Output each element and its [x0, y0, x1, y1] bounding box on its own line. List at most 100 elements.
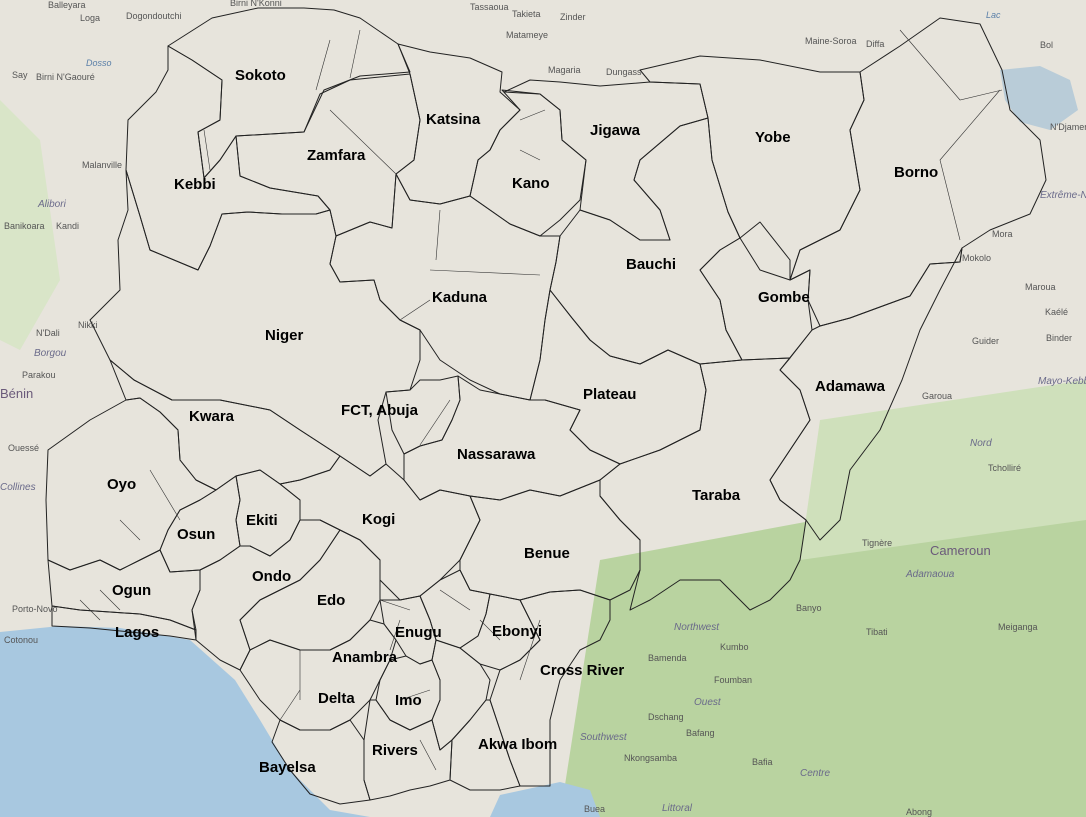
state-label-lagos: Lagos: [115, 624, 159, 641]
state-label-jigawa: Jigawa: [590, 122, 641, 139]
state-label-kogi: Kogi: [362, 511, 395, 528]
states-layer: [45, 7, 1047, 805]
place-label: Nikki: [78, 320, 98, 330]
state-label-imo: Imo: [395, 692, 422, 709]
region-label: Littoral: [662, 803, 693, 814]
place-label: Mokolo: [962, 253, 991, 263]
state-label-niger: Niger: [265, 327, 304, 344]
place-label: Kandi: [56, 221, 79, 231]
place-label: Bamenda: [648, 653, 687, 663]
place-label: Dungass: [606, 67, 642, 77]
place-label: Banikoara: [4, 221, 45, 231]
region-label: Ouest: [694, 697, 722, 708]
place-label: Kaélé: [1045, 307, 1068, 317]
place-label: Maine-Soroa: [805, 36, 857, 46]
state-label-fct: FCT, Abuja: [341, 402, 419, 419]
place-label: N'Dali: [36, 328, 60, 338]
place-label: Tassaoua: [470, 2, 509, 12]
state-label-edo: Edo: [317, 592, 345, 609]
place-label: Birni N'Gaouré: [36, 72, 95, 82]
place-label: Takieta: [512, 9, 541, 19]
state-label-rivers: Rivers: [372, 742, 418, 759]
state-akwa-ibom[interactable]: [449, 699, 521, 791]
country-label: Cameroun: [930, 543, 991, 558]
state-label-anambra: Anambra: [332, 649, 398, 666]
place-label: Kumbo: [720, 642, 749, 652]
state-label-cross-river: Cross River: [540, 662, 624, 679]
place-label: Bafia: [752, 757, 773, 767]
state-label-kaduna: Kaduna: [432, 289, 488, 306]
place-label: Meiganga: [998, 622, 1038, 632]
country-label: Bénin: [0, 386, 33, 401]
region-label: Dosso: [86, 58, 112, 68]
place-label: Buea: [584, 804, 605, 814]
place-label: Loga: [80, 13, 100, 23]
state-label-kwara: Kwara: [189, 408, 235, 425]
place-label: N'Djamena: [1050, 122, 1086, 132]
place-label: Diffa: [866, 39, 884, 49]
state-cross-river[interactable]: [489, 589, 611, 787]
basemap-vegetation-2: [800, 380, 1086, 560]
state-label-enugu: Enugu: [395, 624, 442, 641]
state-label-kebbi: Kebbi: [174, 176, 216, 193]
state-label-oyo: Oyo: [107, 476, 136, 493]
state-label-ebonyi: Ebonyi: [492, 623, 542, 640]
place-label: Porto-Novo: [12, 604, 58, 614]
state-label-sokoto: Sokoto: [235, 67, 286, 84]
place-label: Parakou: [22, 370, 56, 380]
state-bayelsa[interactable]: [271, 719, 371, 805]
place-label: Tibati: [866, 627, 888, 637]
place-label: Nkongsamba: [624, 753, 677, 763]
region-label: Southwest: [580, 732, 628, 743]
state-label-taraba: Taraba: [692, 487, 741, 504]
place-label: Mora: [992, 229, 1013, 239]
place-label: Guider: [972, 336, 999, 346]
place-label: Balleyara: [48, 0, 86, 10]
state-label-gombe: Gombe: [758, 289, 810, 306]
state-label-yobe: Yobe: [755, 129, 791, 146]
region-label: Nord: [970, 438, 992, 449]
place-label: Dschang: [648, 712, 684, 722]
state-label-benue: Benue: [524, 545, 570, 562]
region-label: Mayo-Kebbi Ouest: [1038, 376, 1086, 387]
gulf-of-guinea-east: [490, 782, 600, 817]
state-taraba[interactable]: [599, 357, 811, 611]
state-label-nassarawa: Nassarawa: [457, 446, 536, 463]
state-label-bayelsa: Bayelsa: [259, 759, 316, 776]
region-label: Northwest: [674, 622, 720, 633]
state-label-borno: Borno: [894, 164, 938, 181]
region-label: Extrême-Nord: [1040, 190, 1086, 201]
state-label-bauchi: Bauchi: [626, 256, 676, 273]
place-label: Dogondoutchi: [126, 11, 182, 21]
region-label: Centre: [800, 768, 830, 779]
state-label-ogun: Ogun: [112, 582, 151, 599]
region-label: Adamaoua: [905, 569, 955, 580]
state-label-adamawa: Adamawa: [815, 378, 886, 395]
gulf-of-guinea: [0, 626, 370, 817]
place-label: Ouessé: [8, 443, 39, 453]
state-label-plateau: Plateau: [583, 386, 636, 403]
state-label-osun: Osun: [177, 526, 215, 543]
state-labels: Sokoto Zamfara Kebbi Katsina Kano Jigawa…: [107, 67, 938, 776]
state-label-katsina: Katsina: [426, 111, 481, 128]
basemap-vegetation: [560, 470, 1086, 817]
place-label: Malanville: [82, 160, 122, 170]
place-label: Bol: [1040, 40, 1053, 50]
place-label: Foumban: [714, 675, 752, 685]
place-label: Bafang: [686, 728, 715, 738]
place-label: Tignère: [862, 538, 892, 548]
region-label: Collines: [0, 482, 36, 493]
state-label-akwa-ibom: Akwa Ibom: [478, 736, 557, 753]
state-label-kano: Kano: [512, 175, 550, 192]
place-label: Maroua: [1025, 282, 1056, 292]
state-lagos[interactable]: [51, 605, 197, 641]
state-label-ondo: Ondo: [252, 568, 291, 585]
state-label-ekiti: Ekiti: [246, 512, 278, 529]
lake-chad: [1000, 66, 1078, 130]
state-label-zamfara: Zamfara: [307, 147, 366, 164]
place-label: Matameye: [506, 30, 548, 40]
region-label: Alibori: [37, 199, 67, 210]
place-label: Banyo: [796, 603, 822, 613]
basemap-vegetation-3: [0, 100, 60, 350]
